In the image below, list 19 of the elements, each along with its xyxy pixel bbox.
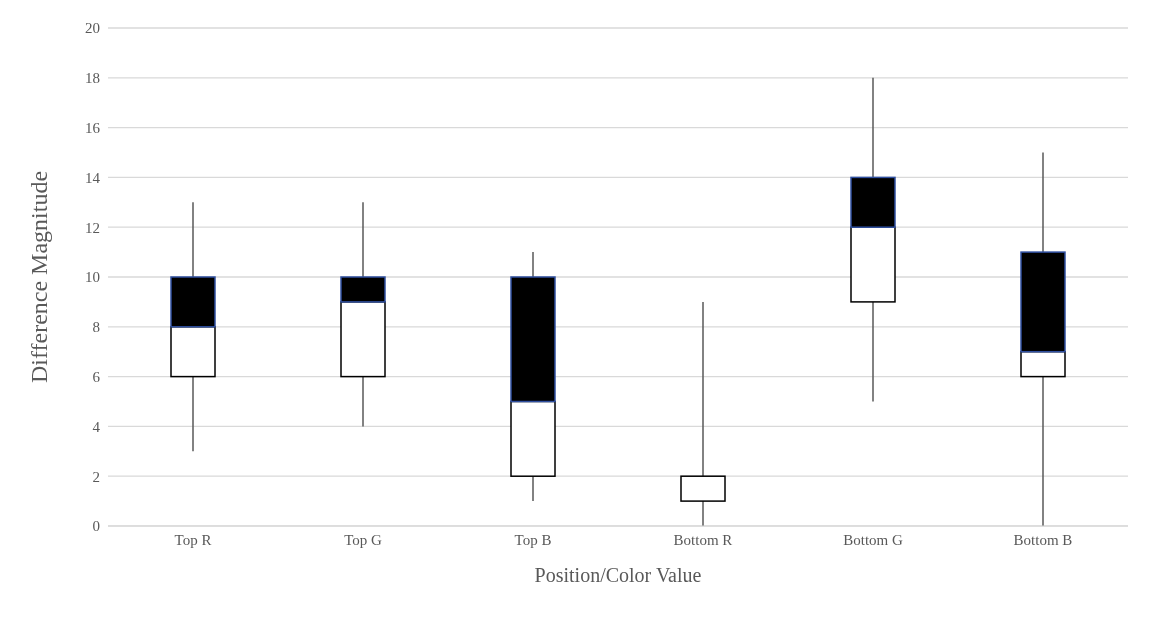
y-tick-label: 8	[92, 319, 100, 336]
x-tick-label: Top B	[514, 531, 552, 548]
y-tick-label: 2	[92, 468, 100, 485]
x-tick-label: Bottom R	[673, 531, 733, 548]
x-axis-title: Position/Color Value	[534, 564, 702, 586]
y-tick-label: 20	[85, 20, 100, 37]
x-tick-label: Top R	[174, 531, 212, 548]
x-tick-label: Bottom G	[843, 531, 903, 548]
y-tick-label: 6	[92, 368, 101, 385]
y-tick-label: 10	[85, 269, 100, 286]
y-tick-label: 14	[85, 169, 101, 186]
y-tick-label: 4	[92, 418, 101, 435]
y-tick-label: 16	[85, 119, 101, 136]
y-axis-title: Difference Magnitude	[25, 170, 52, 384]
y-tick-label: 12	[85, 219, 100, 236]
x-tick-label: Top G	[344, 531, 383, 548]
x-tick-label: Bottom B	[1013, 531, 1073, 548]
y-tick-label: 0	[92, 518, 100, 535]
y-tick-label: 18	[85, 70, 100, 87]
